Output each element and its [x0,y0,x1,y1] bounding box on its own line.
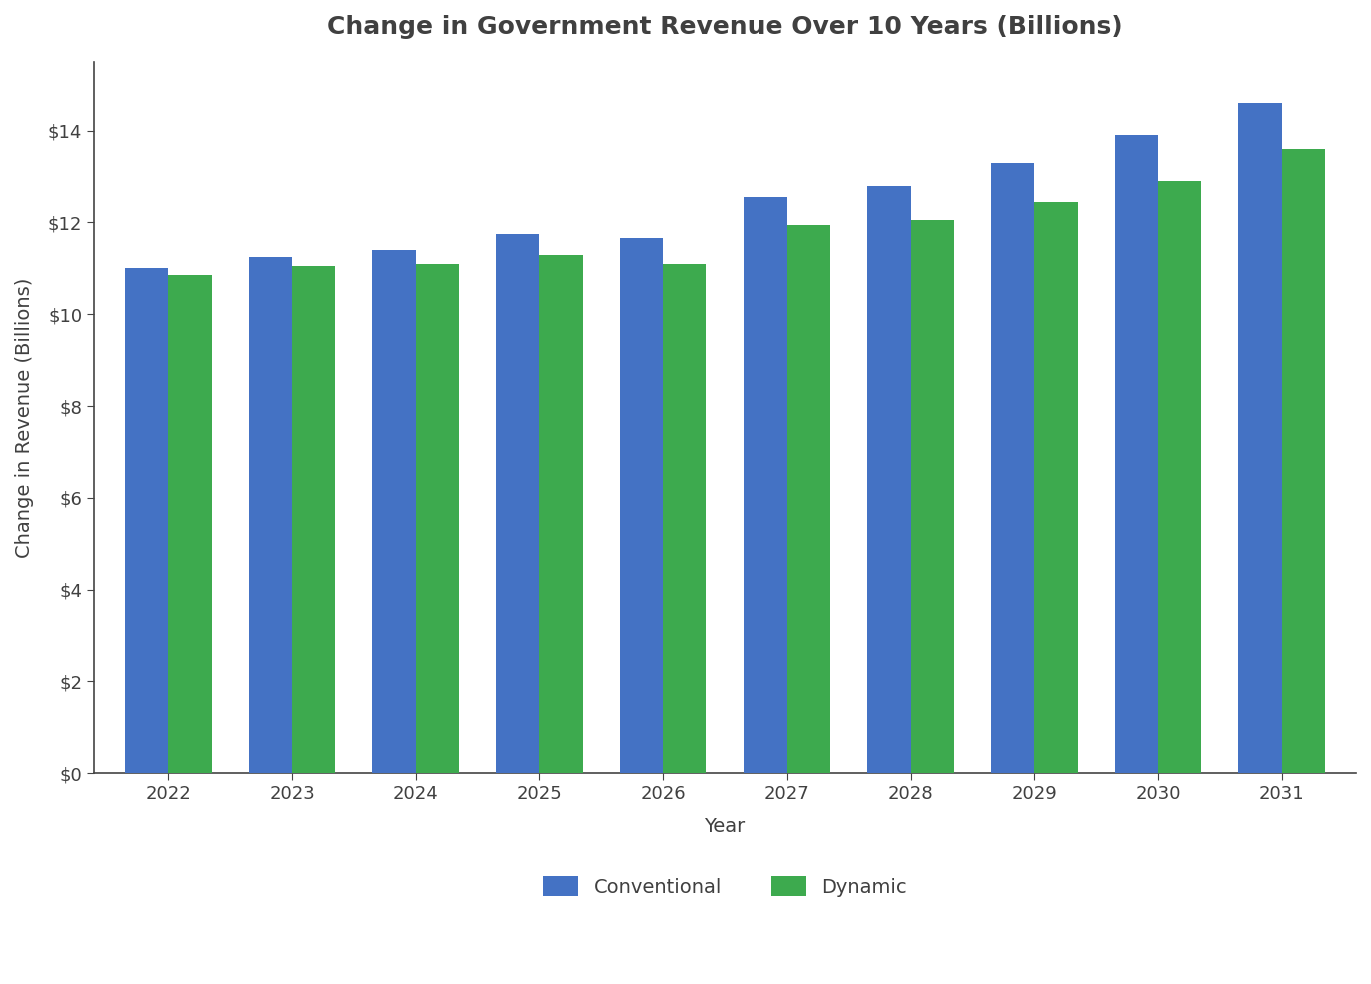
Bar [1034,202,1078,773]
Bar [373,250,415,773]
Bar [620,238,664,773]
Bar [292,266,336,773]
Legend: Conventional, Dynamic: Conventional, Dynamic [536,868,914,904]
Bar [169,276,211,773]
Bar [787,224,831,773]
Bar [539,255,583,773]
Bar [743,197,787,773]
Bar [991,162,1034,773]
Bar [868,186,910,773]
Y-axis label: Change in Revenue (Billions): Change in Revenue (Billions) [15,277,34,558]
Bar [1238,103,1282,773]
Bar [1115,135,1158,773]
Title: Change in Government Revenue Over 10 Years (Billions): Change in Government Revenue Over 10 Yea… [328,15,1123,39]
Bar [910,220,954,773]
Bar [664,264,706,773]
Bar [248,257,292,773]
Bar [1282,149,1324,773]
Bar [1158,181,1201,773]
X-axis label: Year: Year [705,817,746,836]
Bar [415,264,459,773]
Bar [125,269,169,773]
Bar [496,234,539,773]
